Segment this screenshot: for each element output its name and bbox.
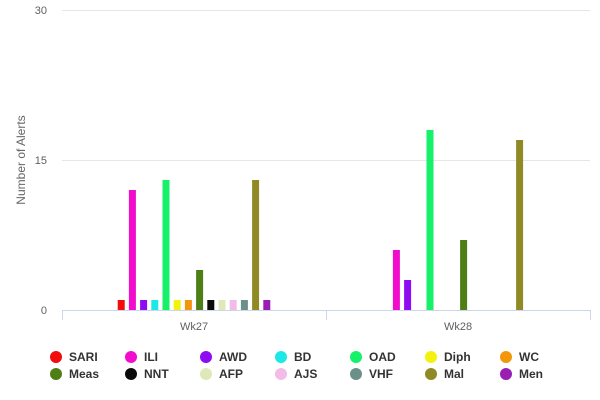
bar-sari-wk27[interactable] [117, 300, 125, 310]
legend-label: BD [294, 349, 312, 364]
y-tick-label: 30 [35, 5, 47, 17]
x-tick-label: Wk28 [444, 321, 472, 333]
legend-label: VHF [369, 366, 393, 381]
legend-marker-icon [275, 350, 287, 363]
legend-marker-icon [200, 367, 212, 380]
legend-marker-icon [350, 367, 362, 380]
bar-nnt-wk27[interactable] [207, 300, 215, 310]
bar-ajs-wk27[interactable] [229, 300, 237, 310]
legend-marker-icon [50, 367, 62, 380]
legend-label: AFP [219, 366, 243, 381]
legend-label: AJS [294, 366, 318, 381]
bar-ili-wk27[interactable] [128, 190, 136, 310]
bar-afp-wk27[interactable] [218, 300, 226, 310]
legend-item-ili[interactable]: ILI [125, 348, 158, 365]
x-tick-label: Wk27 [180, 321, 208, 333]
legend-item-nnt[interactable]: NNT [125, 365, 169, 382]
bar-bd-wk27[interactable] [151, 300, 159, 310]
legend-marker-icon [425, 350, 437, 363]
legend-marker-icon [425, 367, 437, 380]
bar-mal-wk27[interactable] [252, 180, 260, 310]
bar-meas-wk27[interactable] [196, 270, 204, 310]
legend-label: Mal [444, 366, 465, 381]
legend: SARI ILI AWD BD OAD Diph WC Meas NNT AFP AJS VHF Mal… [0, 347, 600, 387]
legend-label: Men [519, 366, 543, 381]
bar-oad-wk27[interactable] [162, 180, 170, 310]
legend-label: SARI [69, 349, 98, 364]
legend-label: Meas [69, 366, 100, 381]
legend-marker-icon [50, 350, 62, 363]
bar-awd-wk28[interactable] [404, 280, 412, 310]
y-tick-label: 15 [35, 155, 47, 167]
bar-awd-wk27[interactable] [140, 300, 148, 310]
legend-marker-icon [350, 350, 362, 363]
legend-item-sari[interactable]: SARI [50, 348, 98, 365]
bar-meas-wk28[interactable] [460, 240, 468, 310]
bar-vhf-wk27[interactable] [240, 300, 248, 310]
legend-marker-icon [125, 367, 137, 380]
bar-diph-wk27[interactable] [173, 300, 181, 310]
legend-label: Diph [444, 349, 471, 364]
legend-marker-icon [500, 350, 512, 363]
x-axis: Wk27 Wk28 [62, 310, 591, 333]
legend-item-meas[interactable]: Meas [50, 365, 99, 382]
legend-marker-icon [125, 350, 137, 363]
bar-men-wk27[interactable] [263, 300, 271, 310]
legend-item-oad[interactable]: OAD [350, 348, 396, 365]
legend-item-diph[interactable]: Diph [425, 348, 471, 365]
legend-marker-icon [500, 367, 512, 380]
legend-label: ILI [144, 349, 158, 364]
legend-item-vhf[interactable]: VHF [350, 365, 393, 382]
gridlines [62, 10, 590, 311]
y-axis-ticks: 0 15 30 [35, 5, 47, 317]
legend-item-ajs[interactable]: AJS [275, 365, 317, 382]
legend-item-awd[interactable]: AWD [200, 348, 247, 365]
y-tick-label: 0 [41, 305, 47, 317]
legend-marker-icon [200, 350, 212, 363]
legend-item-wc[interactable]: WC [500, 348, 539, 365]
legend-item-bd[interactable]: BD [275, 348, 311, 365]
legend-label: NNT [144, 366, 169, 381]
legend-label: WC [519, 349, 539, 364]
legend-item-afp[interactable]: AFP [200, 365, 243, 382]
legend-label: AWD [219, 349, 247, 364]
bar-ili-wk28[interactable] [392, 250, 400, 310]
legend-item-mal[interactable]: Mal [425, 365, 464, 382]
bar-wc-wk27[interactable] [184, 300, 192, 310]
bars [117, 130, 524, 310]
legend-marker-icon [275, 367, 287, 380]
y-axis-title: Number of Alerts [14, 115, 28, 204]
bar-oad-wk28[interactable] [426, 130, 434, 310]
legend-label: OAD [369, 349, 396, 364]
bar-mal-wk28[interactable] [516, 140, 524, 310]
legend-item-men[interactable]: Men [500, 365, 543, 382]
